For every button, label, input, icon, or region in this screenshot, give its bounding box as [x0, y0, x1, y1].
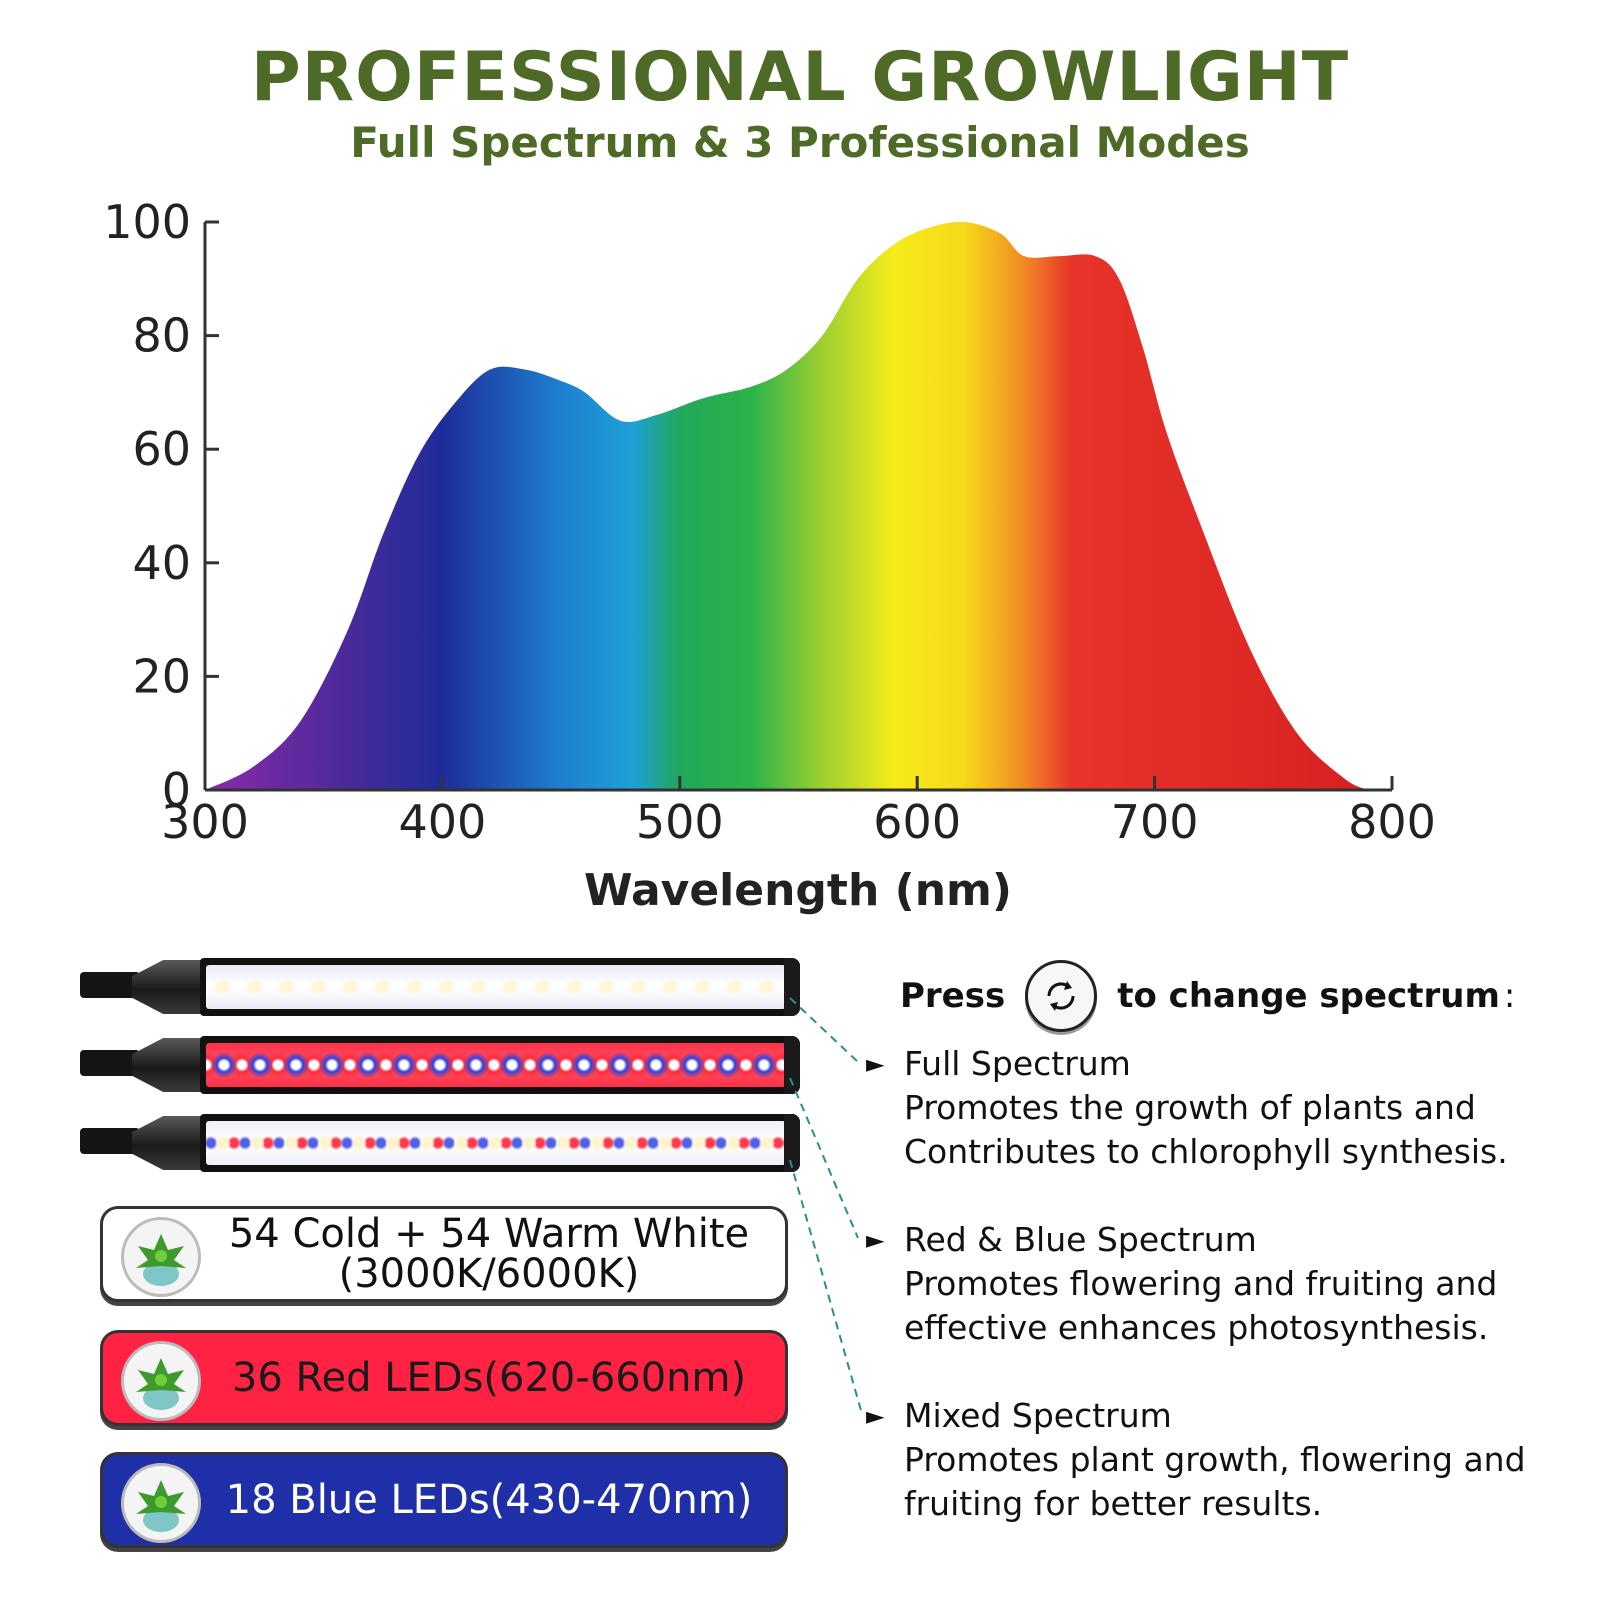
bar-joint — [132, 960, 210, 1014]
x-tick-label: 700 — [1111, 795, 1199, 849]
led-temp-text: (3000K/6000K) — [338, 1251, 640, 1297]
cable — [80, 1050, 140, 1076]
x-tick-label: 400 — [398, 795, 486, 849]
led-count-text: 54 Cold + 54 Warm White — [228, 1211, 750, 1257]
arrow-right-icon: ► — [866, 1050, 885, 1078]
bar-joint — [132, 1038, 210, 1092]
bar-housing — [200, 1036, 800, 1094]
y-tick-label: 40 — [132, 536, 191, 590]
press-colon: : — [1503, 976, 1516, 1016]
mode-desc-line: fruiting for better results. — [904, 1484, 1323, 1523]
press-label: Press — [900, 976, 1006, 1016]
cable — [80, 972, 140, 998]
light-bar-mixed — [80, 1114, 810, 1172]
press-instruction: Press to change spectrum : — [900, 956, 1515, 1036]
y-tick-label: 100 — [103, 195, 191, 249]
arrow-right-icon: ► — [866, 1402, 885, 1430]
mode-desc-line: effective enhances photosynthesis. — [904, 1308, 1489, 1347]
succulent-plant-icon — [121, 1463, 201, 1543]
y-tick-label: 20 — [132, 649, 191, 703]
mode-name: Full Spectrum — [904, 1044, 1131, 1083]
bar-endcap — [784, 1036, 800, 1094]
led-box-white: 54 Cold + 54 Warm White (3000K/6000K) — [100, 1206, 788, 1302]
refresh-arrows-icon[interactable] — [1025, 960, 1098, 1032]
mode-desc-line: Contributes to chlorophyll synthesis. — [904, 1132, 1508, 1171]
bar-joint — [132, 1116, 210, 1170]
bar-housing — [200, 1114, 800, 1172]
cable — [80, 1128, 140, 1154]
led-box-label: 18 Blue LEDs(430-470nm) — [213, 1455, 765, 1545]
bar-housing — [200, 958, 800, 1016]
mode-desc-line: Promotes plant growth, flowering and — [904, 1440, 1526, 1479]
led-count-text: 36 Red LEDs(620-660nm) — [231, 1355, 747, 1401]
mode-desc-line: Promotes the growth of plants and — [904, 1088, 1476, 1127]
led-box-blue: 18 Blue LEDs(430-470nm) — [100, 1452, 788, 1548]
y-tick-label: 80 — [132, 309, 191, 363]
connector-line — [789, 1159, 863, 1415]
led-lens — [206, 1121, 786, 1165]
led-count-text: 18 Blue LEDs(430-470nm) — [225, 1477, 753, 1523]
mode-name: Red & Blue Spectrum — [904, 1220, 1257, 1259]
x-tick-label: 500 — [636, 795, 724, 849]
led-box-red: 36 Red LEDs(620-660nm) — [100, 1330, 788, 1426]
spectrum-chart: 0 20 40 60 80 100 300 400 500 600 700 800 Wavelengt… — [103, 195, 1436, 916]
light-bar-white — [80, 958, 810, 1016]
bar-endcap — [784, 958, 800, 1016]
mode-desc-line: Promotes flowering and fruiting and — [904, 1264, 1498, 1303]
x-tick-label: 800 — [1348, 795, 1436, 849]
led-box-label: 36 Red LEDs(620-660nm) — [213, 1333, 765, 1423]
led-lens — [206, 965, 786, 1009]
led-lens — [206, 1043, 786, 1087]
bar-endcap — [784, 1114, 800, 1172]
led-box-label: 54 Cold + 54 Warm White (3000K/6000K) — [213, 1209, 765, 1299]
x-tick-label: 300 — [161, 795, 249, 849]
press-suffix: to change spectrum — [1117, 976, 1500, 1016]
y-tick-label: 60 — [132, 422, 191, 476]
arrow-right-icon: ► — [866, 1226, 885, 1254]
succulent-plant-icon — [121, 1341, 201, 1421]
light-bar-red-blue — [80, 1036, 810, 1094]
page-title: PROFESSIONAL GROWLIGHT — [250, 38, 1350, 117]
x-axis-title: Wavelength (nm) — [584, 865, 1012, 916]
succulent-plant-icon — [121, 1217, 201, 1297]
spectrum-area — [205, 221, 1369, 790]
mode-name: Mixed Spectrum — [904, 1396, 1172, 1435]
x-tick-label: 600 — [873, 795, 961, 849]
page-subtitle: Full Spectrum & 3 Professional Modes — [350, 118, 1250, 167]
y-tick-label: 0 — [162, 763, 191, 817]
